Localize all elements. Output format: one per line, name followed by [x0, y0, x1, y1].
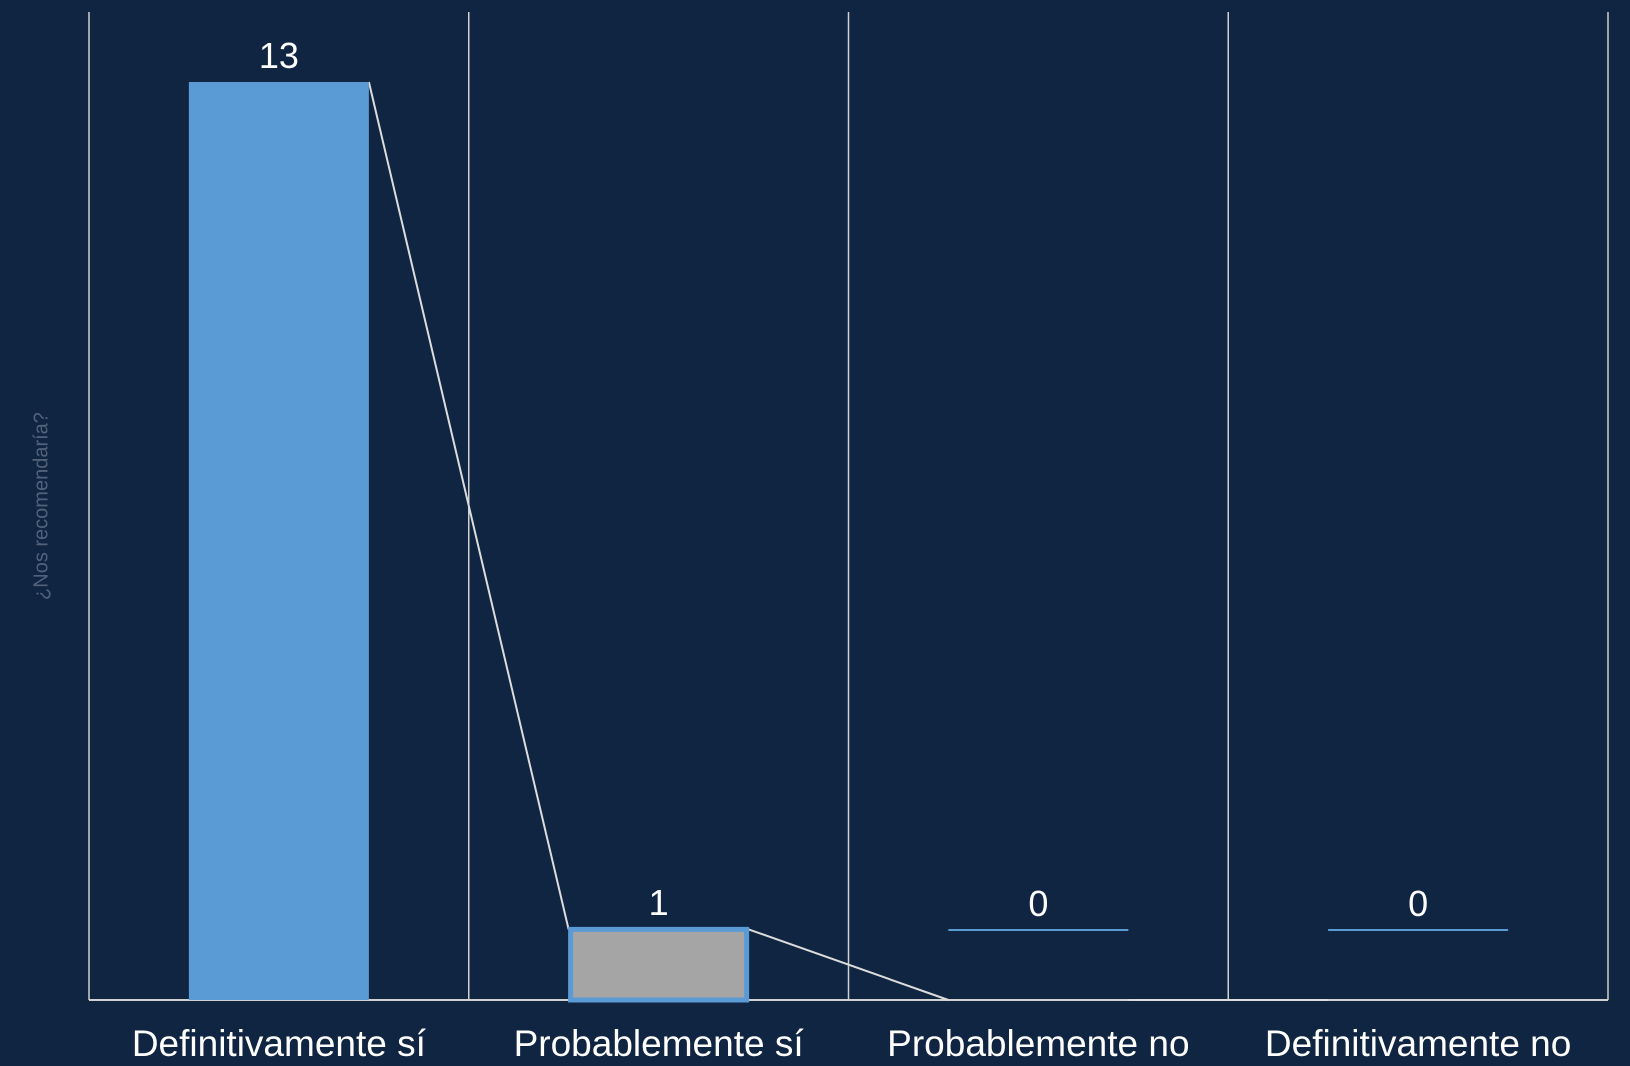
x-tick-label: Definitivamente sí [131, 1023, 426, 1064]
connector-lines [367, 81, 1329, 1001]
x-tick-label: Probablemente sí [513, 1023, 804, 1064]
connector-line [367, 81, 570, 930]
y-axis-title: ¿Nos recomendaría? [30, 412, 53, 600]
bar-definitivamente-si [188, 82, 369, 1000]
bar-probablemente-si [568, 926, 750, 1003]
connector-line [748, 928, 949, 1001]
data-label: 0 [1408, 883, 1429, 924]
x-tick-label: Definitivamente no [1264, 1023, 1572, 1064]
x-tick-label: Probablemente no [887, 1023, 1190, 1064]
data-label: 13 [258, 35, 299, 76]
bars [188, 82, 1509, 1003]
data-label: 1 [648, 882, 669, 924]
data-label: 0 [1028, 883, 1049, 924]
